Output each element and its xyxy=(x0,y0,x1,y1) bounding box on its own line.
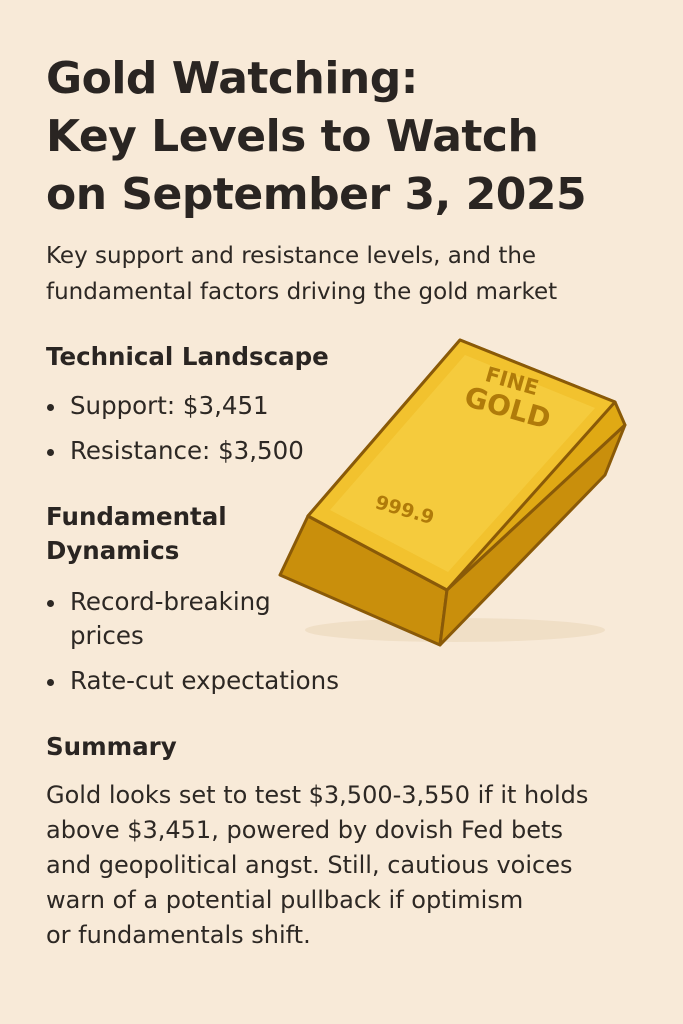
bullet-dot xyxy=(47,600,54,607)
bullet-dot xyxy=(47,679,54,686)
title-line-3: on September 3, 2025 xyxy=(46,169,587,220)
gold-bar-right-face xyxy=(438,423,627,647)
summary-line: and geopolitical angst. Still, cautious … xyxy=(46,851,573,879)
summary-line: warn of a potential pullback if optimism xyxy=(46,886,524,914)
support-level: Support: $3,451 xyxy=(70,391,269,420)
record-prices-line-2: prices xyxy=(70,621,144,650)
record-prices-line-1: Record-breaking xyxy=(70,587,271,616)
summary-heading: Summary xyxy=(46,732,177,761)
bullet-dot xyxy=(47,404,54,411)
bullet-dot xyxy=(47,449,54,456)
fundamental-heading: Fundamental Dynamics xyxy=(46,500,227,568)
list-item: Record-breaking prices xyxy=(46,585,339,653)
page-subtitle: Key support and resistance levels, and t… xyxy=(46,238,666,310)
summary-line: Gold looks set to test $3,500-3,550 if i… xyxy=(46,781,589,809)
summary-line: or fundamentals shift. xyxy=(46,921,311,949)
fundamental-heading-line-2: Dynamics xyxy=(46,536,180,565)
subtitle-line-2: fundamental factors driving the gold mar… xyxy=(46,279,558,305)
fundamental-list: Record-breaking prices Rate-cut expectat… xyxy=(46,585,339,698)
rate-cut-item: Rate-cut expectations xyxy=(70,666,339,695)
gold-bar-illustration: FINE GOLD 999.9 xyxy=(278,338,627,647)
list-item: Support: $3,451 xyxy=(46,389,304,423)
resistance-level: Resistance: $3,500 xyxy=(70,436,304,465)
technical-list: Support: $3,451 Resistance: $3,500 xyxy=(46,389,304,468)
title-line-1: Gold Watching: xyxy=(46,53,418,104)
technical-heading: Technical Landscape xyxy=(46,342,329,371)
summary-paragraph: Gold looks set to test $3,500-3,550 if i… xyxy=(46,778,666,953)
subtitle-line-1: Key support and resistance levels, and t… xyxy=(46,243,537,269)
fundamental-heading-line-1: Fundamental xyxy=(46,502,227,531)
list-item: Rate-cut expectations xyxy=(46,664,339,698)
page-title: Gold Watching: Key Levels to Watch on Se… xyxy=(46,50,666,224)
gold-bar-highlight xyxy=(330,355,595,572)
list-item: Resistance: $3,500 xyxy=(46,434,304,468)
summary-line: above $3,451, powered by dovish Fed bets xyxy=(46,816,563,844)
title-line-2: Key Levels to Watch xyxy=(46,111,539,162)
